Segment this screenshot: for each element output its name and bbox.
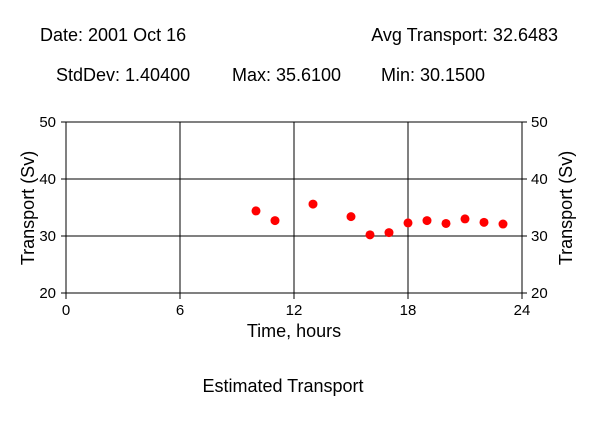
- y-tick-label-left: 40: [39, 171, 56, 188]
- data-point: [384, 228, 394, 238]
- y-tick-label-left: 50: [39, 114, 56, 131]
- data-points: [251, 199, 508, 240]
- y-axis-title-right: Transport (Sv): [556, 151, 576, 265]
- data-point: [346, 212, 356, 222]
- data-point: [498, 219, 508, 229]
- y-tick-label-left: 30: [39, 228, 56, 245]
- x-tick-label: 12: [286, 302, 303, 319]
- data-point: [422, 216, 432, 226]
- data-point: [251, 206, 261, 216]
- y-tick-label-right: 40: [531, 171, 548, 188]
- x-axis-title: Time, hours: [247, 321, 341, 341]
- x-tick-label: 24: [514, 302, 531, 319]
- x-tick-label: 6: [176, 302, 184, 319]
- avg-transport-label: Avg Transport: 32.6483: [371, 25, 558, 45]
- y-tick-label-right: 20: [531, 285, 548, 302]
- y-tick-label-left: 20: [39, 285, 56, 302]
- data-point: [479, 217, 489, 227]
- data-point: [308, 199, 318, 209]
- max-label: Max: 35.6100: [232, 65, 341, 85]
- data-point: [403, 218, 413, 228]
- data-point: [441, 218, 451, 228]
- y-axis-title-left: Transport (Sv): [18, 151, 38, 265]
- stddev-label: StdDev: 1.40400: [56, 65, 190, 85]
- data-point: [460, 214, 470, 224]
- date-label: Date: 2001 Oct 16: [40, 25, 186, 45]
- x-tick-label: 0: [62, 302, 70, 319]
- chart-title: Estimated Transport: [202, 376, 363, 396]
- data-point: [270, 216, 280, 226]
- data-point: [365, 230, 375, 240]
- y-tick-label-right: 50: [531, 114, 548, 131]
- y-tick-label-right: 30: [531, 228, 548, 245]
- min-label: Min: 30.1500: [381, 65, 485, 85]
- grid-lines: [66, 122, 522, 293]
- x-tick-label: 18: [400, 302, 417, 319]
